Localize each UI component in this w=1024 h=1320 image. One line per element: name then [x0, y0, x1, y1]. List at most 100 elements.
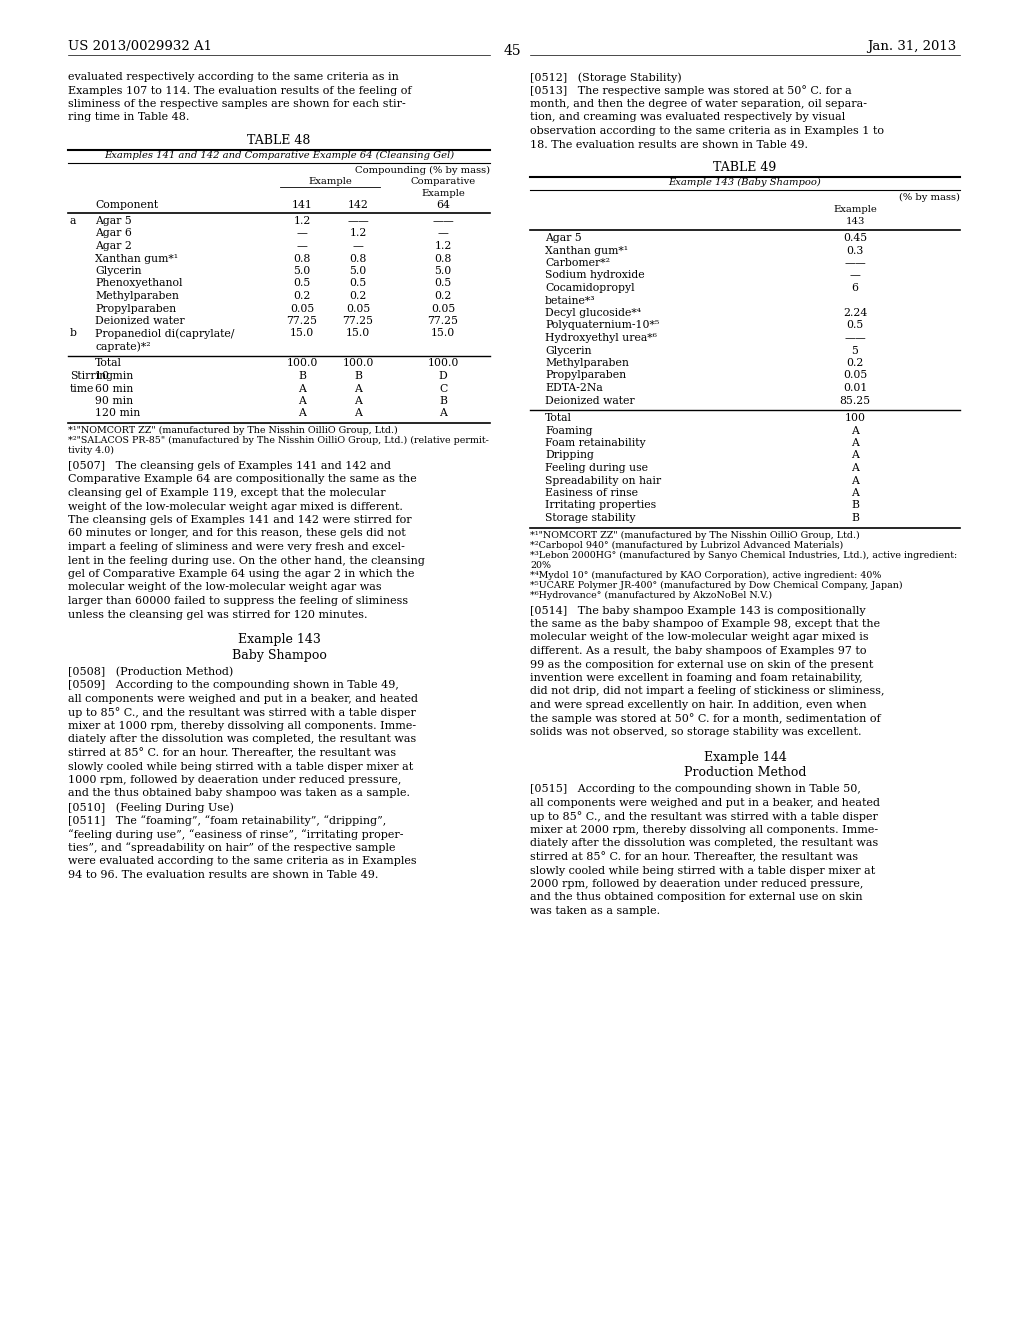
Text: 141: 141 [292, 201, 312, 210]
Text: 77.25: 77.25 [342, 315, 374, 326]
Text: A: A [298, 384, 306, 393]
Text: 15.0: 15.0 [346, 329, 370, 338]
Text: Example 143: Example 143 [238, 634, 321, 645]
Text: Spreadability on hair: Spreadability on hair [545, 475, 662, 486]
Text: “feeling during use”, “easiness of rinse”, “irritating proper-: “feeling during use”, “easiness of rinse… [68, 829, 403, 840]
Text: 0.5: 0.5 [847, 321, 863, 330]
Text: diately after the dissolution was completed, the resultant was: diately after the dissolution was comple… [68, 734, 416, 744]
Text: C: C [439, 384, 447, 393]
Text: 0.2: 0.2 [846, 358, 863, 368]
Text: *⁵UCARE Polymer JR-400° (manufactured by Dow Chemical Company, Japan): *⁵UCARE Polymer JR-400° (manufactured by… [530, 581, 902, 590]
Text: B: B [851, 513, 859, 523]
Text: Sodium hydroxide: Sodium hydroxide [545, 271, 645, 281]
Text: betaine*³: betaine*³ [545, 296, 596, 305]
Text: Foaming: Foaming [545, 425, 593, 436]
Text: 100.0: 100.0 [427, 359, 459, 368]
Text: [0513]   The respective sample was stored at 50° C. for a: [0513] The respective sample was stored … [530, 86, 852, 96]
Text: b: b [70, 329, 77, 338]
Text: 15.0: 15.0 [431, 329, 455, 338]
Text: Deionized water: Deionized water [545, 396, 635, 405]
Text: stirred at 85° C. for an hour. Thereafter, the resultant was: stirred at 85° C. for an hour. Thereafte… [530, 851, 858, 863]
Text: Compounding (% by mass): Compounding (% by mass) [355, 166, 490, 176]
Text: A: A [851, 475, 859, 486]
Text: 1.2: 1.2 [434, 242, 452, 251]
Text: 10 min: 10 min [95, 371, 133, 381]
Text: Feeling during use: Feeling during use [545, 463, 648, 473]
Text: 1000 rpm, followed by deaeration under reduced pressure,: 1000 rpm, followed by deaeration under r… [68, 775, 401, 785]
Text: Xanthan gum*¹: Xanthan gum*¹ [95, 253, 178, 264]
Text: were evaluated according to the same criteria as in Examples: were evaluated according to the same cri… [68, 855, 417, 866]
Text: B: B [298, 371, 306, 381]
Text: Irritating properties: Irritating properties [545, 500, 656, 511]
Text: Component: Component [95, 201, 158, 210]
Text: tivity 4.0): tivity 4.0) [68, 446, 114, 455]
Text: 60 minutes or longer, and for this reason, these gels did not: 60 minutes or longer, and for this reaso… [68, 528, 406, 539]
Text: TABLE 48: TABLE 48 [248, 135, 310, 147]
Text: —: — [297, 228, 307, 239]
Text: —: — [297, 242, 307, 251]
Text: weight of the low-molecular weight agar mixed is different.: weight of the low-molecular weight agar … [68, 502, 402, 511]
Text: Jan. 31, 2013: Jan. 31, 2013 [866, 40, 956, 53]
Text: [0508]   (Production Method): [0508] (Production Method) [68, 667, 233, 677]
Text: ties”, and “spreadability on hair” of the respective sample: ties”, and “spreadability on hair” of th… [68, 842, 395, 853]
Text: 100.0: 100.0 [342, 359, 374, 368]
Text: 5.0: 5.0 [293, 267, 310, 276]
Text: 100.0: 100.0 [287, 359, 317, 368]
Text: A: A [354, 396, 361, 407]
Text: different. As a result, the baby shampoos of Examples 97 to: different. As a result, the baby shampoo… [530, 645, 866, 656]
Text: *¹"NOMCORT ZZ" (manufactured by The Nisshin OilliO Group, Ltd.): *¹"NOMCORT ZZ" (manufactured by The Niss… [530, 531, 860, 540]
Text: gel of Comparative Example 64 using the agar 2 in which the: gel of Comparative Example 64 using the … [68, 569, 415, 579]
Text: 5: 5 [852, 346, 858, 355]
Text: —: — [352, 242, 364, 251]
Text: 0.05: 0.05 [843, 371, 867, 380]
Text: invention were excellent in foaming and foam retainability,: invention were excellent in foaming and … [530, 673, 863, 682]
Text: 94 to 96. The evaluation results are shown in Table 49.: 94 to 96. The evaluation results are sho… [68, 870, 379, 879]
Text: A: A [298, 396, 306, 407]
Text: Comparative Example 64 are compositionally the same as the: Comparative Example 64 are compositional… [68, 474, 417, 484]
Text: the same as the baby shampoo of Example 98, except that the: the same as the baby shampoo of Example … [530, 619, 880, 630]
Text: Production Method: Production Method [684, 767, 806, 780]
Text: 0.05: 0.05 [290, 304, 314, 314]
Text: evaluated respectively according to the same criteria as in: evaluated respectively according to the … [68, 73, 399, 82]
Text: Total: Total [545, 413, 572, 422]
Text: molecular weight of the low-molecular weight agar was: molecular weight of the low-molecular we… [68, 582, 382, 593]
Text: 100: 100 [845, 413, 865, 422]
Text: The cleansing gels of Examples 141 and 142 were stirred for: The cleansing gels of Examples 141 and 1… [68, 515, 412, 525]
Text: observation according to the same criteria as in Examples 1 to: observation according to the same criter… [530, 125, 884, 136]
Text: 0.5: 0.5 [349, 279, 367, 289]
Text: 143: 143 [846, 216, 864, 226]
Text: larger than 60000 failed to suppress the feeling of sliminess: larger than 60000 failed to suppress the… [68, 597, 409, 606]
Text: 20%: 20% [530, 561, 551, 569]
Text: A: A [851, 438, 859, 447]
Text: and were spread excellently on hair. In addition, even when: and were spread excellently on hair. In … [530, 700, 866, 710]
Text: 6: 6 [852, 282, 858, 293]
Text: ——: —— [844, 333, 866, 343]
Text: B: B [851, 500, 859, 511]
Text: Methylparaben: Methylparaben [545, 358, 629, 368]
Text: [0509]   According to the compounding shown in Table 49,: [0509] According to the compounding show… [68, 681, 399, 690]
Text: ——: —— [844, 257, 866, 268]
Text: 0.5: 0.5 [434, 279, 452, 289]
Text: all components were weighed and put in a beaker, and heated: all components were weighed and put in a… [68, 694, 418, 704]
Text: Stirring: Stirring [70, 371, 113, 381]
Text: sliminess of the respective samples are shown for each stir-: sliminess of the respective samples are … [68, 99, 406, 110]
Text: TABLE 49: TABLE 49 [714, 161, 776, 174]
Text: Decyl glucoside*⁴: Decyl glucoside*⁴ [545, 308, 641, 318]
Text: [0507]   The cleansing gels of Examples 141 and 142 and: [0507] The cleansing gels of Examples 14… [68, 461, 391, 471]
Text: 0.8: 0.8 [293, 253, 310, 264]
Text: all components were weighed and put in a beaker, and heated: all components were weighed and put in a… [530, 799, 880, 808]
Text: Baby Shampoo: Baby Shampoo [231, 649, 327, 663]
Text: Example: Example [834, 205, 877, 214]
Text: tion, and creaming was evaluated respectively by visual: tion, and creaming was evaluated respect… [530, 112, 845, 123]
Text: Examples 141 and 142 and Comparative Example 64 (Cleansing Gel): Examples 141 and 142 and Comparative Exa… [104, 150, 454, 160]
Text: Deionized water: Deionized water [95, 315, 184, 326]
Text: 60 min: 60 min [95, 384, 133, 393]
Text: a: a [70, 216, 77, 226]
Text: 18. The evaluation results are shown in Table 49.: 18. The evaluation results are shown in … [530, 140, 808, 149]
Text: B: B [354, 371, 361, 381]
Text: Xanthan gum*¹: Xanthan gum*¹ [545, 246, 628, 256]
Text: A: A [851, 450, 859, 461]
Text: Propylparaben: Propylparaben [545, 371, 626, 380]
Text: [0514]   The baby shampoo Example 143 is compositionally: [0514] The baby shampoo Example 143 is c… [530, 606, 865, 615]
Text: the sample was stored at 50° C. for a month, sedimentation of: the sample was stored at 50° C. for a mo… [530, 714, 881, 725]
